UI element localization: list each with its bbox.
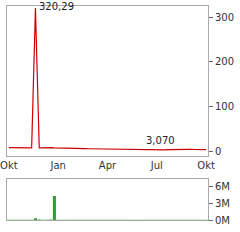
svg-text:320,29: 320,29 xyxy=(39,1,74,12)
svg-text:Jul: Jul xyxy=(150,160,163,171)
svg-text:0M: 0M xyxy=(215,215,230,226)
svg-text:6M: 6M xyxy=(215,181,230,192)
svg-text:100: 100 xyxy=(215,101,234,112)
svg-text:Apr: Apr xyxy=(99,160,117,171)
svg-text:0: 0 xyxy=(215,146,221,157)
svg-text:3M: 3M xyxy=(215,198,230,209)
svg-text:300: 300 xyxy=(215,12,234,23)
svg-text:Okt: Okt xyxy=(197,160,215,171)
svg-text:200: 200 xyxy=(215,56,234,67)
svg-text:Jan: Jan xyxy=(49,160,65,171)
svg-text:3,070: 3,070 xyxy=(146,135,175,146)
svg-text:Okt: Okt xyxy=(0,160,18,171)
